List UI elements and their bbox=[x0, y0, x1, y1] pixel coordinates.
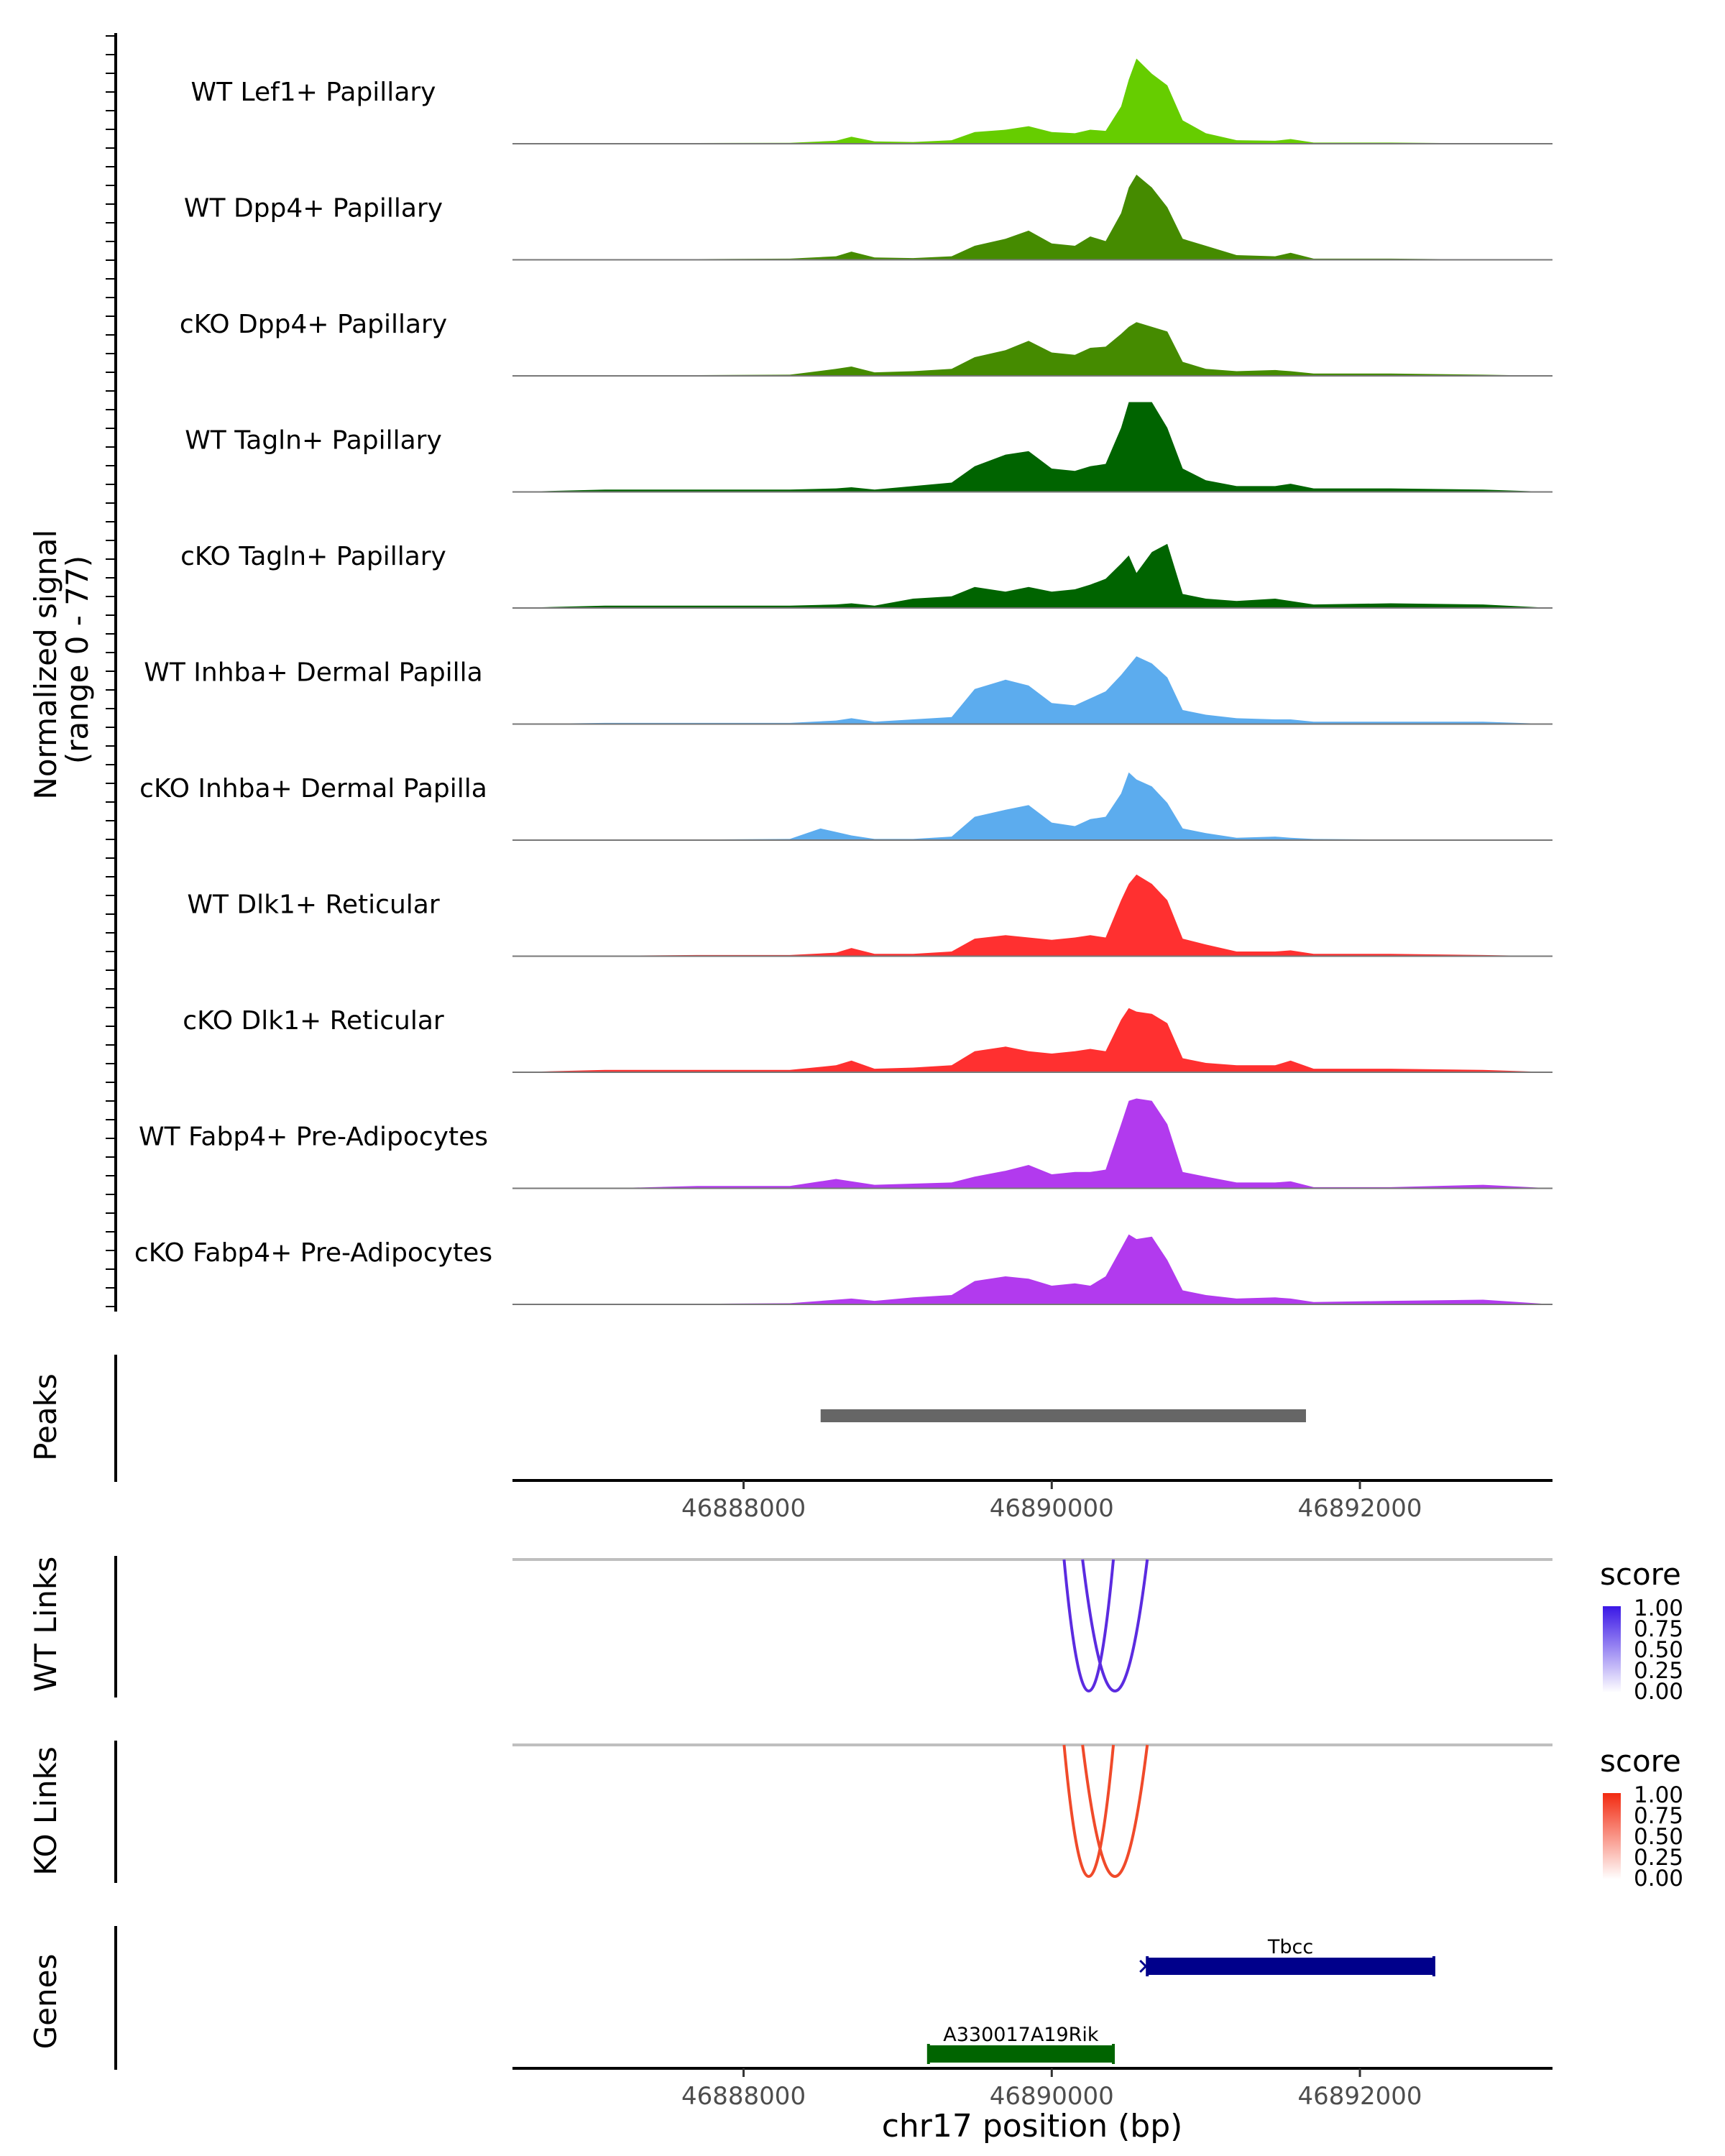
coverage-area bbox=[512, 58, 1552, 144]
gene-label: Tbcc bbox=[1267, 1936, 1313, 1958]
x-tick-label: 46888000 bbox=[681, 2082, 806, 2111]
x-axis-title: chr17 position (bp) bbox=[882, 2108, 1183, 2145]
gene-tbcc: Tbcc bbox=[1146, 1936, 1435, 1976]
link-arc bbox=[1062, 1744, 1116, 1878]
coverage-track-cko-fabp4-pre-adipocytes: cKO Fabp4+ Pre-Adipocytes bbox=[134, 1234, 1552, 1305]
coverage-track-label: WT Inhba+ Dermal Papilla bbox=[144, 658, 482, 688]
gene-body bbox=[928, 2045, 1114, 2063]
coverage-track-wt-fabp4-pre-adipocytes: WT Fabp4+ Pre-Adipocytes bbox=[139, 1098, 1552, 1189]
coverage-track-label: WT Tagln+ Papillary bbox=[185, 426, 442, 456]
coverage-area bbox=[512, 772, 1552, 840]
coverage-area bbox=[512, 656, 1552, 724]
coverage-tracks: WT Lef1+ Papillary WT Dpp4+ Papillary cKO … bbox=[134, 58, 1552, 1305]
wt-legend-tick-5: 0.00 bbox=[1634, 1679, 1683, 1705]
coverage-track-label: WT Dpp4+ Papillary bbox=[184, 194, 443, 224]
wt-legend-colorbar bbox=[1603, 1606, 1621, 1692]
peaks-panel bbox=[820, 1409, 1307, 1422]
coverage-area bbox=[512, 874, 1552, 957]
coverage-track-wt-dlk1-reticular: WT Dlk1+ Reticular bbox=[187, 874, 1552, 957]
x-tick-label: 46890000 bbox=[990, 2082, 1114, 2111]
wt-legend-tick-1: 1.00 bbox=[1634, 1595, 1683, 1621]
y-axis-title-line2: (range 0 - 77) bbox=[60, 556, 95, 764]
gene-a330017a19rik: A330017A19Rik bbox=[926, 2024, 1116, 2064]
strand-arrow-icon bbox=[1139, 1959, 1148, 1973]
coverage-area bbox=[512, 543, 1552, 608]
wt-links-legend: score 1.00 0.75 0.50 0.25 0.00 bbox=[1600, 1557, 1683, 1705]
x-tick-label: 46892000 bbox=[1298, 1494, 1422, 1523]
peaks-panel-label: Peaks bbox=[28, 1373, 63, 1461]
wt-legend-tick-4: 0.25 bbox=[1634, 1658, 1683, 1684]
x-tick-label: 46888000 bbox=[681, 1494, 806, 1523]
coverage-track-wt-inhba-dermal-papilla: WT Inhba+ Dermal Papilla bbox=[144, 656, 1552, 725]
coverage-track-cko-dlk1-reticular: cKO Dlk1+ Reticular bbox=[183, 1006, 1552, 1073]
wt-links-panel-label: WT Links bbox=[28, 1557, 63, 1692]
y-axis-title-line1: Normalized signal bbox=[28, 530, 63, 800]
ko-links-panel-label: KO Links bbox=[28, 1746, 63, 1876]
ko-legend-tick-4: 0.25 bbox=[1634, 1845, 1683, 1871]
coverage-area bbox=[512, 1098, 1552, 1189]
gene-body bbox=[1147, 1958, 1434, 1975]
coverage-track-label: cKO Dlk1+ Reticular bbox=[183, 1006, 444, 1036]
coverage-track-wt-tagln-papillary: WT Tagln+ Papillary bbox=[185, 402, 1552, 493]
ko-legend-tick-2: 0.75 bbox=[1634, 1803, 1683, 1829]
coverage-track-label: WT Fabp4+ Pre-Adipocytes bbox=[139, 1123, 488, 1152]
coverage-track-cko-dpp4-papillary: cKO Dpp4+ Papillary bbox=[180, 310, 1552, 377]
coverage-track-label: cKO Tagln+ Papillary bbox=[180, 542, 446, 571]
coverage-track-cko-tagln-papillary: cKO Tagln+ Papillary bbox=[180, 542, 1552, 609]
peak-region bbox=[820, 1409, 1307, 1422]
genes-panel-label: Genes bbox=[28, 1954, 63, 2050]
coverage-track-label: WT Lef1+ Papillary bbox=[191, 78, 436, 107]
wt-legend-tick-3: 0.50 bbox=[1634, 1637, 1683, 1663]
genes-x-axis-ticks: 46888000 46890000 46892000 bbox=[681, 2068, 1422, 2111]
link-arc bbox=[1081, 1744, 1149, 1878]
coverage-track-label: cKO Inhba+ Dermal Papilla bbox=[139, 774, 487, 803]
coverage-track-wt-lef1-papillary: WT Lef1+ Papillary bbox=[191, 58, 1552, 144]
coverage-track-label: cKO Dpp4+ Papillary bbox=[180, 310, 447, 339]
coverage-track-label: cKO Fabp4+ Pre-Adipocytes bbox=[134, 1238, 492, 1268]
coverage-area bbox=[512, 402, 1552, 492]
ko-legend-tick-1: 1.00 bbox=[1634, 1782, 1683, 1808]
coverage-area bbox=[512, 1234, 1552, 1304]
coverage-track-wt-dpp4-papillary: WT Dpp4+ Papillary bbox=[184, 175, 1552, 261]
ko-legend-tick-5: 0.00 bbox=[1634, 1866, 1683, 1892]
ko-legend-colorbar bbox=[1603, 1793, 1621, 1879]
y-axis-title: Normalized signal (range 0 - 77) bbox=[28, 520, 95, 799]
link-arc bbox=[1062, 1559, 1116, 1692]
coverage-y-axis-ticks bbox=[106, 35, 116, 1307]
coverage-area bbox=[512, 1008, 1552, 1072]
wt-links-panel bbox=[512, 1558, 1552, 1692]
ko-links-legend: score 1.00 0.75 0.50 0.25 0.00 bbox=[1600, 1743, 1683, 1892]
wt-legend-tick-2: 0.75 bbox=[1634, 1616, 1683, 1642]
coverage-area bbox=[512, 322, 1552, 376]
gene-label: A330017A19Rik bbox=[943, 2024, 1099, 2046]
coverage-track-cko-inhba-dermal-papilla: cKO Inhba+ Dermal Papilla bbox=[139, 772, 1552, 841]
ko-legend-title: score bbox=[1600, 1743, 1681, 1779]
coverage-track-label: WT Dlk1+ Reticular bbox=[187, 890, 439, 920]
ko-legend-tick-3: 0.50 bbox=[1634, 1824, 1683, 1850]
peaks-x-axis-ticks: 46888000 46890000 46892000 bbox=[681, 1480, 1422, 1523]
link-arc bbox=[1081, 1559, 1149, 1692]
x-tick-label: 46890000 bbox=[990, 1494, 1114, 1523]
ko-links-panel bbox=[512, 1743, 1552, 1878]
x-tick-label: 46892000 bbox=[1298, 2082, 1422, 2111]
coverage-area bbox=[512, 175, 1552, 260]
genes-panel: Tbcc A330017A19Rik bbox=[926, 1936, 1435, 2064]
wt-legend-title: score bbox=[1600, 1557, 1681, 1592]
